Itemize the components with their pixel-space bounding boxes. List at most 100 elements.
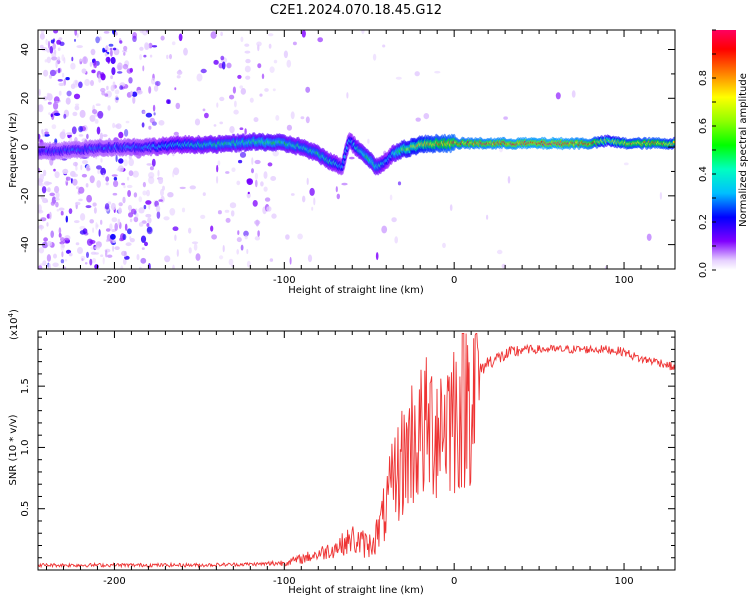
noise-blob — [375, 252, 379, 261]
noise-blob — [229, 202, 237, 209]
noise-blob — [269, 258, 274, 262]
noise-blob — [139, 54, 143, 61]
noise-blob — [72, 178, 78, 186]
noise-blob — [38, 246, 45, 254]
noise-blob — [164, 255, 171, 263]
noise-blob — [104, 52, 108, 57]
noise-blob — [70, 62, 76, 70]
noise-blob — [176, 70, 183, 75]
noise-blob — [110, 56, 116, 65]
noise-blob — [119, 237, 124, 242]
noise-blob — [85, 205, 92, 209]
spectrogram-ytick-label: 0 — [20, 144, 31, 150]
noise-blob — [254, 172, 258, 180]
noise-blob — [74, 220, 80, 224]
noise-blob — [118, 207, 122, 214]
noise-blob — [246, 178, 253, 186]
noise-blob — [46, 222, 49, 227]
noise-blob — [163, 216, 170, 221]
noise-blob — [73, 93, 81, 100]
noise-blob — [128, 158, 134, 167]
noise-blob — [200, 214, 206, 219]
noise-blob — [148, 125, 152, 130]
noise-blob — [110, 84, 115, 92]
noise-blob — [115, 97, 119, 101]
noise-blob — [244, 235, 248, 240]
noise-blob — [145, 200, 152, 205]
svg-text:(x104): (x104) — [7, 309, 20, 340]
noise-blob — [42, 96, 48, 101]
noise-blob — [92, 58, 97, 66]
noise-blob — [172, 153, 175, 157]
noise-blob — [141, 122, 145, 128]
noise-blob — [132, 32, 138, 39]
noise-blob — [414, 71, 420, 77]
noise-blob — [58, 227, 62, 235]
noise-blob — [103, 31, 110, 34]
noise-blob — [61, 251, 64, 258]
noise-blob — [78, 81, 83, 89]
noise-blob — [135, 213, 139, 218]
noise-blob — [148, 86, 152, 94]
noise-blob — [127, 190, 131, 197]
noise-blob — [43, 237, 48, 242]
noise-blob — [145, 213, 152, 218]
noise-blob — [144, 241, 148, 247]
noise-blob — [240, 36, 244, 42]
noise-blob — [244, 128, 247, 135]
noise-blob — [157, 169, 160, 177]
noise-blob — [167, 99, 171, 104]
noise-blob — [555, 92, 561, 100]
noise-blob — [213, 124, 217, 127]
noise-blob — [38, 104, 44, 113]
noise-blob — [110, 49, 113, 57]
noise-blob — [239, 127, 244, 130]
noise-blob — [254, 159, 261, 165]
noise-blob — [158, 120, 165, 126]
noise-blob — [228, 258, 234, 266]
noise-blob — [105, 228, 111, 232]
noise-blob — [124, 129, 129, 137]
noise-blob — [268, 43, 272, 49]
noise-blob — [38, 133, 41, 140]
noise-blob — [175, 102, 181, 110]
noise-blob — [286, 59, 292, 68]
noise-blob — [309, 187, 315, 196]
noise-blob — [434, 70, 441, 74]
noise-blob — [222, 245, 225, 253]
noise-blob — [144, 42, 149, 50]
noise-blob — [246, 260, 251, 268]
noise-blob — [99, 36, 102, 41]
ridge-core — [672, 140, 675, 144]
noise-blob — [142, 181, 146, 188]
noise-blob — [221, 61, 226, 70]
noise-blob — [623, 162, 629, 166]
noise-blob — [111, 174, 118, 177]
noise-blob — [216, 176, 219, 184]
noise-blob — [171, 41, 176, 46]
noise-blob — [230, 210, 235, 217]
noise-blob — [96, 224, 99, 228]
noise-blob — [237, 230, 240, 236]
noise-blob — [78, 186, 85, 194]
spectrogram-ylabel: Frequency (Hz) — [8, 112, 19, 188]
noise-blob — [51, 56, 58, 61]
noise-blob — [148, 172, 155, 179]
noise-blob — [55, 191, 60, 199]
noise-blob — [122, 196, 126, 204]
noise-blob — [238, 159, 243, 164]
noise-blob — [204, 112, 209, 119]
noise-blob — [95, 103, 101, 106]
noise-blob — [113, 180, 119, 188]
noise-blob — [42, 133, 45, 138]
noise-blob — [58, 207, 65, 211]
noise-blob — [91, 69, 96, 74]
noise-blob — [124, 250, 127, 257]
noise-blob — [63, 113, 67, 119]
noise-blob — [111, 67, 116, 76]
noise-blob — [236, 237, 242, 243]
noise-blob — [148, 203, 151, 210]
noise-blob — [46, 240, 53, 247]
